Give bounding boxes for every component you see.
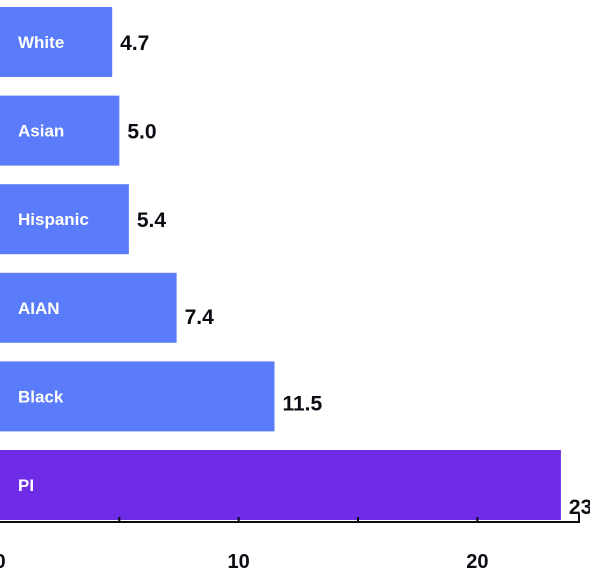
x-tick-label-20: 20 [466,551,488,573]
bar-pi [0,450,561,520]
bar-aian [0,272,177,343]
bar-asian [0,95,120,166]
bar-label-black: Black [18,387,64,406]
x-axis: 0 10 20 [0,514,580,573]
value-label-asian: 5.0 [127,121,156,144]
bar-label-pi: PI [18,476,34,495]
bar-label-asian: Asian [18,122,64,141]
bar-black [0,361,275,432]
value-label-white: 4.7 [120,32,149,55]
value-label-black: 11.5 [282,392,322,415]
x-tick-label-10: 10 [228,551,250,573]
bars-group: White 4.7 Asian 5.0 Hispanic 5.4 AIAN 7.4 Black 1… [0,7,590,520]
value-label-pi: 23.5 [569,496,590,519]
bar-white [0,7,113,77]
bar-label-hispanic: Hispanic [18,210,89,229]
value-label-hispanic: 5.4 [137,209,167,232]
value-label-aian: 7.4 [185,306,215,329]
bar-hispanic [0,184,129,255]
x-tick-label-0: 0 [0,551,6,573]
bar-label-white: White [18,33,64,52]
bar-label-aian: AIAN [18,299,60,318]
